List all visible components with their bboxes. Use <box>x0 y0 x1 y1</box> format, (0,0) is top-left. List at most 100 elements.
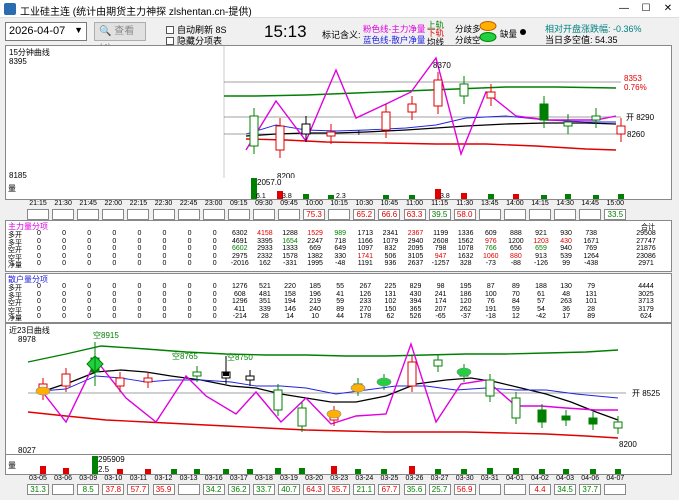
date-tick: 03-17 <box>229 475 248 482</box>
table-cell: -73 <box>485 260 496 268</box>
y-high-label: 8395 <box>9 57 27 66</box>
daily-volume-bar <box>487 468 493 474</box>
y-low-label: 8185 <box>9 171 27 180</box>
candle-body <box>275 125 285 151</box>
daily-volume-bar <box>63 468 69 474</box>
table-cell: 0 <box>87 290 92 298</box>
tag-8765: 空8765 <box>172 352 198 361</box>
date-tick: 03-16 <box>204 475 223 482</box>
hide-table-checkbox[interactable]: 隐藏分项表 <box>166 34 222 47</box>
table-cell: 185 <box>309 283 321 290</box>
daily-volume-bar <box>117 469 123 474</box>
legend-missing: 缺量 <box>500 29 518 39</box>
legend-title: 标记含义: <box>322 30 361 40</box>
tag-pct: 0.76% <box>624 83 647 92</box>
table-cell: 2637 <box>407 260 424 268</box>
table-cell: 1333 <box>282 245 298 253</box>
table-cell: 0 <box>212 252 217 260</box>
table-cell: 1097 <box>357 245 374 253</box>
table-cell: 0 <box>212 290 217 298</box>
table-cell: 0 <box>112 245 117 253</box>
table-cell: 2095 <box>407 245 424 253</box>
time-tick: 15:00 <box>606 200 625 207</box>
table-cell: 29508 <box>636 230 656 237</box>
daily-volume-bar <box>331 466 337 474</box>
date-mark-box: 21.1 <box>353 484 376 495</box>
date-mark-box: 25.7 <box>428 484 451 495</box>
table-cell: 44 <box>336 313 345 321</box>
time-mark-box <box>478 209 501 220</box>
volume-value: 6.1 <box>256 193 266 199</box>
table-row-label: 空平 <box>8 254 22 262</box>
table-cell: 0 <box>137 260 142 268</box>
query-button[interactable]: 🔍 查看(4) <box>94 22 146 54</box>
table-cell: 89 <box>511 283 520 290</box>
date-mark-box: 8.5 <box>77 484 100 495</box>
table-cell: 87 <box>486 283 495 290</box>
date-tick: 04-07 <box>606 475 625 482</box>
time-tick: 14:00 <box>506 200 524 207</box>
table-row-label: 多开 <box>8 232 22 239</box>
tag-8750: 空8750 <box>227 353 253 362</box>
table-cell: 0 <box>62 252 67 260</box>
volume-bar <box>409 195 415 199</box>
volume-bar <box>565 194 571 199</box>
table-cell: 1191 <box>357 260 373 268</box>
open-label: 开 8290 <box>626 113 655 122</box>
date-tick: 03-26 <box>405 475 424 482</box>
table-cell: -331 <box>282 260 297 268</box>
table-cell: 0 <box>87 305 92 313</box>
date-value: 2026-04-07 <box>9 25 66 37</box>
retail-table-title: 散户量分项 <box>8 275 48 284</box>
table-cell: 3713 <box>638 298 654 306</box>
time-tick: 09:45 <box>280 200 298 207</box>
table-cell: 0 <box>212 283 217 290</box>
table-cell: 1264 <box>583 252 599 260</box>
daily-chart-title: 近23日曲线 <box>9 326 50 335</box>
short-marker-icon <box>479 32 497 42</box>
search-icon: 🔍 <box>99 26 112 37</box>
table-cell: 1741 <box>357 252 374 260</box>
time-tick: 21:15 <box>29 200 47 207</box>
volume-bar <box>593 195 599 199</box>
signal-pin-head <box>223 372 229 376</box>
table-cell: 120 <box>459 298 472 306</box>
long-short-value: 当日多空值: 54.35 <box>545 35 618 45</box>
table-cell: 0 <box>112 290 117 298</box>
table-cell: 0 <box>37 245 41 253</box>
time-mark-box <box>529 209 551 220</box>
divergence-marker <box>350 383 366 393</box>
time-mark-box <box>579 209 602 220</box>
table-cell: 0 <box>37 252 41 260</box>
auto-refresh-checkbox[interactable]: 自动刷新 8S <box>166 23 227 36</box>
table-cell: 656 <box>510 245 522 253</box>
table-cell: 976 <box>484 237 497 245</box>
table-cell: 0 <box>112 230 117 237</box>
daily-y-high: 8978 <box>18 335 36 344</box>
table-cell: 2971 <box>638 260 654 268</box>
date-tick: 03-23 <box>330 475 349 482</box>
table-cell: 0 <box>162 290 167 298</box>
table-cell: 3179 <box>638 305 654 313</box>
time-tick: 09:30 <box>255 200 273 207</box>
close-button[interactable]: ✕ <box>663 3 673 14</box>
table-cell: 0 <box>212 313 217 321</box>
table-cell: 59 <box>336 298 345 306</box>
table-cell: 947 <box>434 252 447 260</box>
table-cell: 207 <box>434 305 447 313</box>
daily-candle-body <box>613 421 623 429</box>
daily-volume-bar <box>171 469 177 474</box>
table-cell: 99 <box>562 260 570 268</box>
date-tick: 03-12 <box>154 475 173 482</box>
minimize-button[interactable]: — <box>619 3 629 14</box>
table-cell: 101 <box>585 298 598 306</box>
daily-candle-body <box>245 375 255 381</box>
time-tick: 11:00 <box>406 200 423 207</box>
table-cell: 54 <box>537 305 545 313</box>
date-dropdown[interactable]: 2026-04-07 ▼ <box>5 22 87 41</box>
table-cell: 2608 <box>432 237 449 245</box>
daily-volume-bar <box>615 469 621 474</box>
table-cell: -126 <box>533 260 548 268</box>
time-tick: 21:45 <box>79 200 97 207</box>
maximize-button[interactable]: ☐ <box>641 3 651 14</box>
